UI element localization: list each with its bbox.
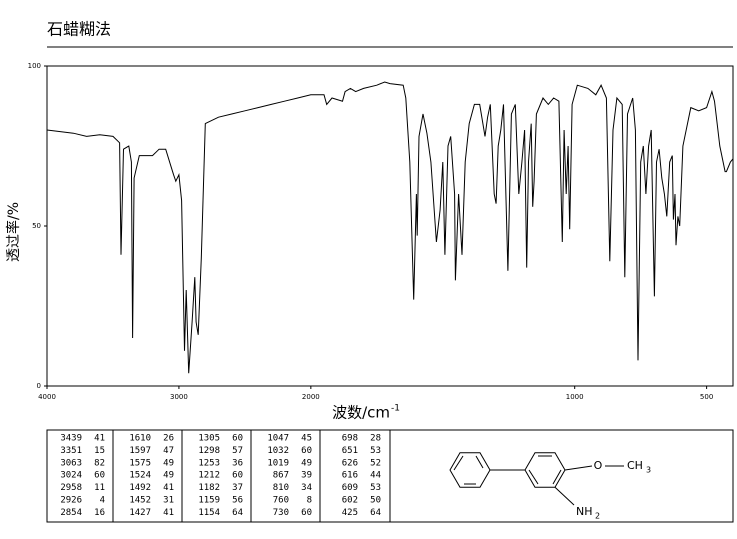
bond — [453, 455, 464, 471]
y-tick-label: 100 — [28, 62, 41, 70]
bond — [564, 465, 593, 471]
peak-wavenumber: 1452 — [129, 496, 151, 506]
methyl-label: CH — [627, 459, 643, 472]
y-tick-label: 0 — [37, 382, 41, 390]
amine-label: NH — [576, 505, 593, 518]
peak-wavenumber: 760 — [273, 496, 289, 506]
peak-wavenumber: 1212 — [198, 471, 220, 481]
peak-wavenumber: 3063 — [60, 458, 82, 468]
peak-transmittance: 39 — [301, 471, 312, 481]
peak-wavenumber: 1305 — [198, 434, 220, 444]
peak-wavenumber: 1597 — [129, 446, 151, 456]
x-tick-label: 500 — [700, 393, 713, 401]
peak-wavenumber: 2854 — [60, 508, 82, 518]
peak-transmittance: 47 — [163, 446, 174, 456]
peak-transmittance: 56 — [232, 496, 243, 506]
x-axis-label-sup: -1 — [391, 404, 400, 414]
peak-transmittance: 49 — [301, 458, 312, 468]
peak-wavenumber: 810 — [273, 483, 289, 493]
x-tick-label: 1000 — [566, 393, 584, 401]
spectrum-line — [46, 81, 734, 374]
peak-transmittance: 52 — [370, 458, 381, 468]
peak-wavenumber: 1253 — [198, 458, 220, 468]
peak-wavenumber: 1032 — [267, 446, 289, 456]
x-tick-label: 4000 — [38, 393, 56, 401]
peak-transmittance: 36 — [232, 458, 243, 468]
peak-transmittance: 31 — [163, 496, 174, 506]
peak-wavenumber: 3351 — [60, 446, 82, 456]
peak-wavenumber: 602 — [342, 496, 358, 506]
peak-transmittance: 4 — [100, 496, 105, 506]
plot-frame — [46, 65, 734, 387]
peak-wavenumber: 1019 — [267, 458, 289, 468]
peak-transmittance: 8 — [307, 496, 312, 506]
peak-transmittance: 37 — [232, 483, 243, 493]
peak-transmittance: 57 — [232, 446, 243, 456]
peak-transmittance: 44 — [370, 471, 381, 481]
peak-wavenumber: 1047 — [267, 434, 289, 444]
bond — [554, 486, 575, 506]
peak-transmittance: 34 — [301, 483, 312, 493]
ring — [524, 452, 566, 488]
bond — [528, 469, 539, 485]
y-tick-label: 50 — [32, 222, 41, 230]
peak-transmittance: 16 — [94, 508, 105, 518]
peak-transmittance: 45 — [301, 434, 312, 444]
x-axis-label: 波数/cm — [332, 404, 390, 422]
methyl-sub: 3 — [646, 466, 651, 475]
oxygen-label: O — [594, 459, 603, 472]
peak-wavenumber: 3439 — [60, 434, 82, 444]
peak-transmittance: 50 — [370, 496, 381, 506]
peak-wavenumber: 1182 — [198, 483, 220, 493]
x-tick-label: 3000 — [170, 393, 188, 401]
peak-transmittance: 53 — [370, 446, 381, 456]
peak-wavenumber: 1427 — [129, 508, 151, 518]
peak-transmittance: 82 — [94, 458, 105, 468]
peak-transmittance: 60 — [301, 508, 312, 518]
peak-transmittance: 64 — [232, 508, 243, 518]
peak-transmittance: 60 — [94, 471, 105, 481]
peak-wavenumber: 1492 — [129, 483, 151, 493]
bond — [552, 469, 562, 485]
peak-wavenumber: 2958 — [60, 483, 82, 493]
peak-wavenumber: 626 — [342, 458, 358, 468]
peak-wavenumber: 1154 — [198, 508, 220, 518]
peak-transmittance: 28 — [370, 434, 381, 444]
peak-wavenumber: 698 — [342, 434, 358, 444]
x-tick-label: 2000 — [302, 393, 320, 401]
peak-wavenumber: 1159 — [198, 496, 220, 506]
peak-transmittance: 15 — [94, 446, 105, 456]
peak-transmittance: 49 — [163, 458, 174, 468]
peak-transmittance: 11 — [94, 483, 105, 493]
amine-sub: 2 — [595, 512, 600, 521]
peak-wavenumber: 1524 — [129, 471, 151, 481]
peak-wavenumber: 1575 — [129, 458, 151, 468]
peak-transmittance: 60 — [232, 434, 243, 444]
ring — [449, 452, 491, 488]
y-axis-label: 透过率/% — [5, 202, 22, 262]
peak-transmittance: 49 — [163, 471, 174, 481]
peak-wavenumber: 616 — [342, 471, 358, 481]
peak-transmittance: 41 — [163, 508, 174, 518]
peak-transmittance: 64 — [370, 508, 381, 518]
peak-transmittance: 60 — [232, 471, 243, 481]
peak-wavenumber: 2926 — [60, 496, 82, 506]
peak-transmittance: 41 — [94, 434, 105, 444]
peak-wavenumber: 609 — [342, 483, 358, 493]
bond — [475, 455, 484, 469]
peak-transmittance: 53 — [370, 483, 381, 493]
peak-transmittance: 60 — [301, 446, 312, 456]
peak-wavenumber: 730 — [273, 508, 289, 518]
peak-wavenumber: 1610 — [129, 434, 151, 444]
peak-transmittance: 26 — [163, 434, 174, 444]
peak-wavenumber: 3024 — [60, 471, 82, 481]
peak-wavenumber: 425 — [342, 508, 358, 518]
structure — [449, 452, 624, 506]
peak-wavenumber: 651 — [342, 446, 358, 456]
chart-title: 石蜡糊法 — [47, 20, 111, 39]
peak-wavenumber: 867 — [273, 471, 289, 481]
peak-transmittance: 41 — [163, 483, 174, 493]
peak-wavenumber: 1298 — [198, 446, 220, 456]
